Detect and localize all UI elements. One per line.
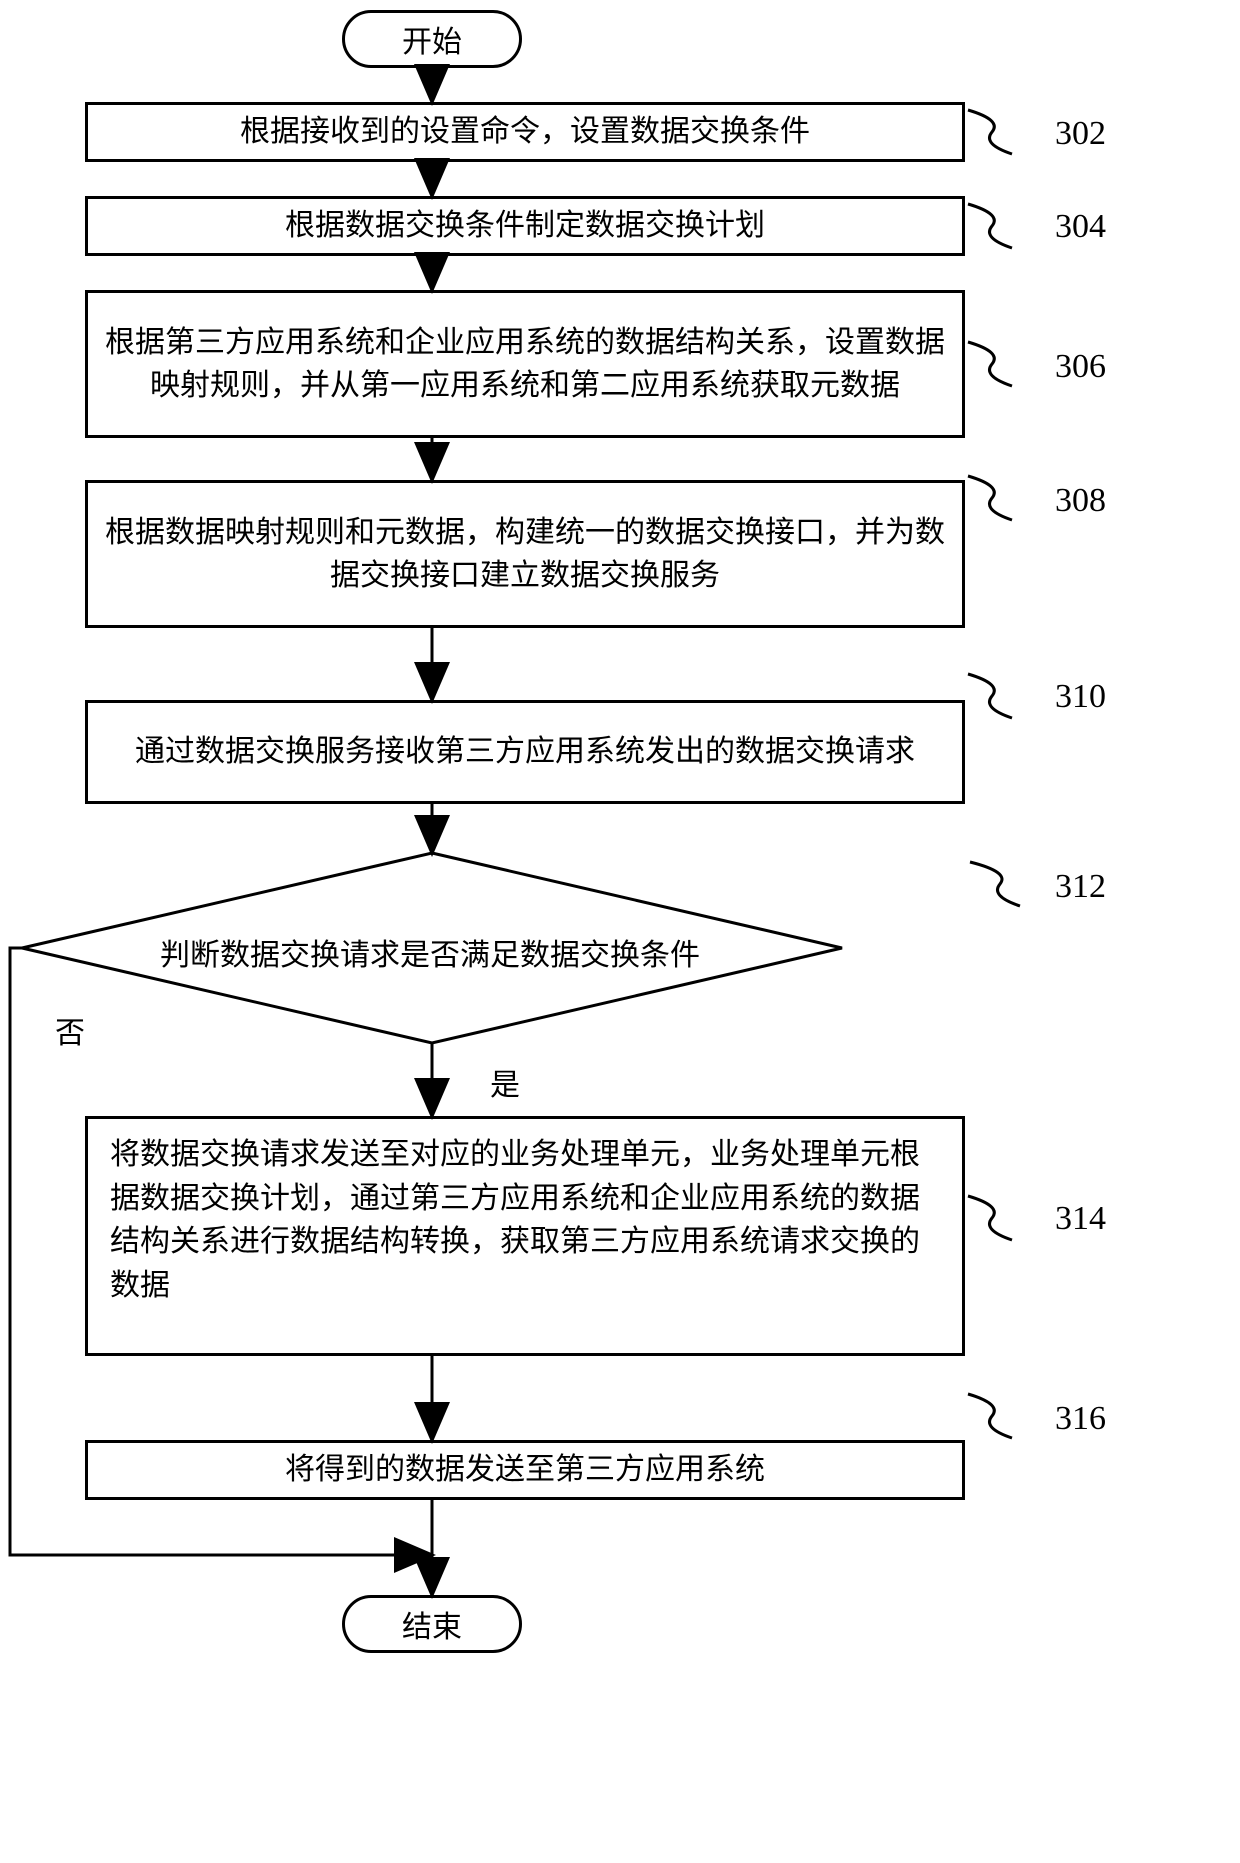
connector-306 [968, 342, 1012, 386]
process-316-text: 将得到的数据发送至第三方应用系统 [285, 1448, 765, 1492]
connector-316 [968, 1394, 1012, 1438]
branch-yes-label: 是 [490, 1060, 520, 1104]
step-label-316: 316 [1055, 1400, 1106, 1438]
connector-310 [968, 674, 1012, 718]
connector-314 [968, 1196, 1012, 1240]
start-label: 开始 [402, 17, 462, 61]
process-314: 将数据交换请求发送至对应的业务处理单元，业务处理单元根据数据交换计划，通过第三方… [85, 1116, 965, 1356]
process-310-text: 通过数据交换服务接收第三方应用系统发出的数据交换请求 [135, 730, 915, 774]
step-label-312: 312 [1055, 868, 1106, 906]
step-label-302: 302 [1055, 115, 1106, 153]
decision-312: 判断数据交换请求是否满足数据交换条件 [100, 930, 760, 974]
process-304: 根据数据交换条件制定数据交换计划 [85, 196, 965, 256]
step-label-306: 306 [1055, 348, 1106, 386]
connector-304 [968, 204, 1012, 248]
process-308: 根据数据映射规则和元数据，构建统一的数据交换接口，并为数据交换接口建立数据交换服… [85, 480, 965, 628]
process-302-text: 根据接收到的设置命令，设置数据交换条件 [240, 110, 810, 154]
decision-312-text: 判断数据交换请求是否满足数据交换条件 [160, 939, 700, 972]
start-terminator: 开始 [342, 10, 522, 68]
branch-no-label: 否 [55, 1008, 85, 1052]
connector-302 [968, 110, 1012, 154]
process-306: 根据第三方应用系统和企业应用系统的数据结构关系，设置数据映射规则，并从第一应用系… [85, 290, 965, 438]
step-label-314: 314 [1055, 1200, 1106, 1238]
process-304-text: 根据数据交换条件制定数据交换计划 [285, 204, 765, 248]
process-302: 根据接收到的设置命令，设置数据交换条件 [85, 102, 965, 162]
connector-312 [970, 862, 1020, 906]
connector-308 [968, 476, 1012, 520]
end-label: 结束 [402, 1602, 462, 1646]
process-306-text: 根据第三方应用系统和企业应用系统的数据结构关系，设置数据映射规则，并从第一应用系… [104, 321, 946, 408]
process-308-text: 根据数据映射规则和元数据，构建统一的数据交换接口，并为数据交换接口建立数据交换服… [104, 511, 946, 598]
step-label-304: 304 [1055, 208, 1106, 246]
end-terminator: 结束 [342, 1595, 522, 1653]
process-314-text: 将数据交换请求发送至对应的业务处理单元，业务处理单元根据数据交换计划，通过第三方… [110, 1133, 940, 1307]
process-310: 通过数据交换服务接收第三方应用系统发出的数据交换请求 [85, 700, 965, 804]
step-label-308: 308 [1055, 482, 1106, 520]
process-316: 将得到的数据发送至第三方应用系统 [85, 1440, 965, 1500]
step-label-310: 310 [1055, 678, 1106, 716]
